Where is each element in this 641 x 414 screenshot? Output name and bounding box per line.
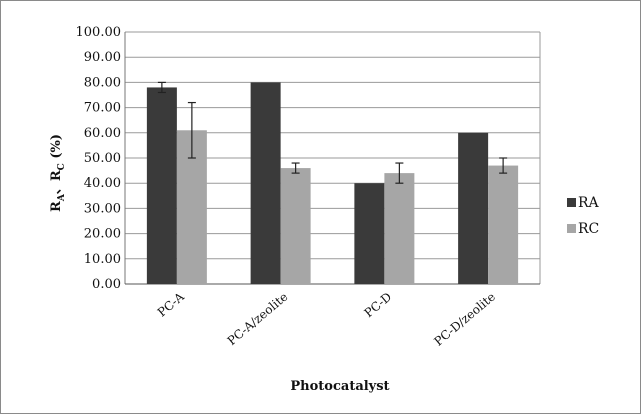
y-tick-label: 70.00 [84, 101, 121, 116]
y-tick-labels: 0.00 10.00 20.00 30.00 40.00 50.00 60.00 70.00 8… [76, 25, 122, 292]
bar-ra [250, 82, 281, 285]
legend-label-rc: RC [578, 221, 599, 237]
y-tick-label: 20.00 [84, 227, 121, 242]
x-category-labels: PC-A PC-A/zeolite PC-D PC-D/zeolite [155, 289, 498, 348]
y-axis-title-unit: (%) [49, 134, 64, 163]
error-bars [157, 81, 508, 184]
x-tick-label: PC-D [362, 290, 395, 321]
y-axis-title-main: R [49, 201, 64, 212]
y-axis-title-sub-a: A [57, 193, 67, 202]
y-axis-title-sep: 、R [49, 170, 64, 194]
bar-rc [384, 173, 415, 284]
bar-rc [488, 165, 519, 284]
y-tick-label: 50.00 [84, 151, 121, 166]
y-tick-label: 0.00 [92, 277, 121, 292]
y-tick-label: 40.00 [84, 176, 121, 191]
x-tick-label: PC-D/zeolite [431, 290, 498, 349]
bar-ra [458, 132, 489, 284]
y-tick-label: 10.00 [84, 252, 121, 267]
legend-swatch-rc [567, 224, 576, 233]
y-tick-label: 100.00 [76, 25, 122, 40]
y-tick-label: 90.00 [84, 50, 121, 65]
y-axis-title: RA、RC (%) [49, 134, 67, 212]
x-axis-title: Photocatalyst [290, 379, 389, 394]
y-tick-label: 80.00 [84, 75, 121, 90]
legend-swatch-ra [567, 198, 576, 207]
y-axis-title-sub-c: C [57, 163, 67, 170]
y-tick-label: 30.00 [84, 201, 121, 216]
x-tick-label: PC-A [155, 289, 187, 319]
bars [146, 82, 519, 285]
y-tick-label: 60.00 [84, 126, 121, 141]
legend: RA RC [567, 195, 600, 237]
bar-rc [280, 168, 311, 284]
legend-label-ra: RA [578, 195, 600, 211]
x-tick-label: PC-A/zeolite [225, 290, 291, 348]
bar-ra [146, 87, 177, 284]
bar-ra [354, 183, 385, 284]
